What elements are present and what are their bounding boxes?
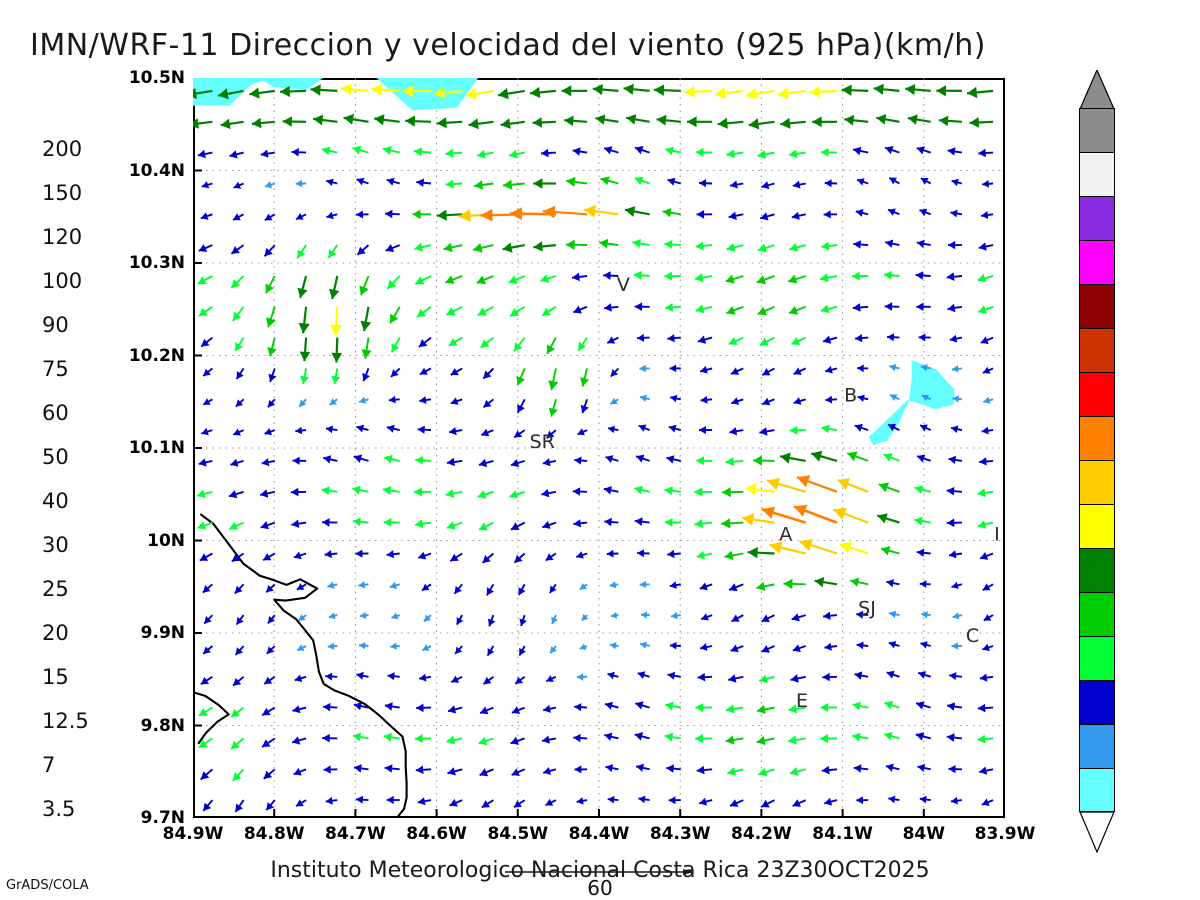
coastline [193, 513, 408, 818]
colorbar-tick-label: 150 [42, 181, 83, 205]
colorbar-tick-label: 60 [42, 401, 69, 425]
colorbar-swatch [1079, 504, 1115, 548]
colorbar-swatch [1079, 548, 1115, 592]
colorbar-swatch [1079, 680, 1115, 724]
reference-vector-arrow [505, 869, 695, 875]
plot-layer: V SR B A I SJ C E [193, 78, 1005, 818]
colorbar-swatch [1079, 768, 1115, 812]
map-label-e: E [796, 690, 808, 712]
colorbar-swatch [1079, 196, 1115, 240]
x-tick-label: 84.7W [325, 824, 386, 844]
colorbar-swatch [1079, 636, 1115, 680]
colorbar-tick-label: 40 [42, 489, 69, 513]
colorbar-tick-label: 20 [42, 621, 69, 645]
colorbar-swatch [1079, 592, 1115, 636]
colorbar-swatch [1079, 152, 1115, 196]
wind-arrows [193, 83, 994, 813]
colorbar-tick-label: 100 [42, 269, 83, 293]
colorbar-swatch [1079, 372, 1115, 416]
colorbar-swatch [1079, 328, 1115, 372]
x-tick-label: 84.6W [406, 824, 467, 844]
colorbar-tick-label: 30 [42, 533, 69, 557]
map-label-b: B [844, 385, 857, 407]
x-tick-label: 84.3W [649, 824, 711, 844]
reference-vector-label: 60 [587, 876, 613, 900]
page-title: IMN/WRF-11 Direccion y velocidad del vie… [30, 28, 986, 63]
colorbar-swatch [1079, 460, 1115, 504]
x-tick-label: 84.2W [731, 824, 792, 844]
map-label-v: V [617, 274, 630, 296]
x-tick-label: 84.4W [568, 824, 630, 844]
x-tick-label: 84.5W [487, 824, 549, 844]
colorbar-tick-label: 200 [42, 137, 83, 161]
x-tick-label: 84.8W [243, 824, 305, 844]
colorbar-swatch [1079, 724, 1115, 768]
map-label-sr: SR [530, 431, 555, 453]
y-tick-label: 10.1N [128, 438, 185, 458]
colorbar [1079, 108, 1115, 812]
colorbar-tick-label: 120 [42, 225, 83, 249]
grads-credit: GrADS/COLA [6, 878, 89, 893]
y-tick-label: 10.5N [128, 68, 185, 88]
y-tick-label: 9.7N [140, 808, 185, 828]
x-tick-label: 84.1W [812, 824, 873, 844]
colorbar-tick-label: 75 [42, 357, 69, 381]
colorbar-tick-label: 3.5 [42, 797, 76, 821]
x-tick-label: 84.9W [162, 824, 224, 844]
x-tick-label: 83.9W [974, 824, 1036, 844]
footer-institute: Instituto Meteorologico Nacional Costa R… [270, 858, 930, 883]
map-label-sj: SJ [858, 598, 876, 620]
colorbar-swatch [1079, 416, 1115, 460]
wind-field-plot: V SR B A I SJ C E [193, 78, 1005, 818]
colorbar-swatch [1079, 240, 1115, 284]
colorbar-max-arrow [1079, 70, 1115, 110]
colorbar-tick-label: 7 [42, 753, 56, 777]
y-tick-label: 9.8N [140, 715, 185, 736]
y-tick-label: 10.4N [128, 160, 185, 181]
gridlines [193, 78, 1005, 818]
y-tick-label: 10N [147, 530, 185, 551]
y-tick-label: 10.2N [128, 345, 185, 366]
y-tick-label: 9.9N [140, 623, 185, 643]
colorbar-min-arrow [1079, 811, 1115, 853]
y-tick-label: 10.3N [128, 253, 185, 273]
colorbar-tick-label: 25 [42, 577, 69, 601]
colorbar-tick-label: 50 [42, 445, 69, 469]
water-bodies [193, 78, 955, 446]
map-city-labels: V SR B A I SJ C E [530, 274, 1000, 712]
colorbar-tick-label: 12.5 [42, 709, 89, 733]
colorbar-tick-label: 90 [42, 313, 69, 337]
colorbar-tick-label: 15 [42, 665, 69, 689]
map-label-i: I [994, 524, 1000, 546]
colorbar-swatch [1079, 108, 1115, 152]
x-tick-label: 84W [902, 824, 945, 844]
colorbar-swatch [1079, 284, 1115, 328]
map-label-a: A [779, 524, 792, 546]
map-label-c: C [966, 625, 979, 647]
